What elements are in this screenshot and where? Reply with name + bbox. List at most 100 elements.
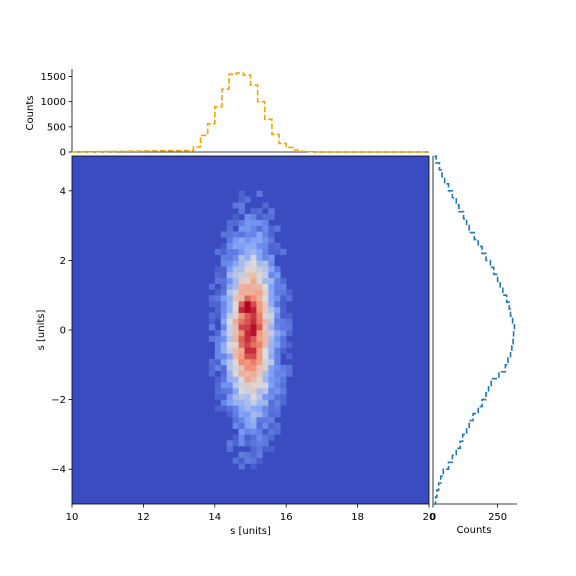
heatmap-cell [262,295,269,302]
heatmap-cell [256,399,263,406]
heatmap-cell [244,347,251,354]
heatmap-cell [256,318,263,325]
heatmap-cell [214,312,222,319]
main-x-tick-label: 12 [137,512,150,523]
main-x-axis-label: s [units] [230,526,271,537]
heatmap-cell [268,364,275,371]
heatmap-cell [232,312,239,319]
heatmap-cell [274,243,281,250]
heatmap-cell [250,451,257,458]
heatmap-cell [250,301,257,308]
heatmap-cell [220,283,227,290]
heatmap-cell [220,335,227,342]
heatmap-cell [250,318,257,325]
heatmap-cell [238,370,245,377]
heatmap-cell [214,359,222,366]
heatmap-cell [226,277,233,284]
heatmap-cell [274,324,281,331]
heatmap-cells [208,190,293,470]
heatmap-cell [244,289,251,296]
main-y-ticks: −4 −2 0 2 4 [51,186,72,476]
heatmap-cell [280,370,287,377]
heatmap-cell [256,376,263,383]
heatmap-cell [280,341,287,348]
heatmap-cell [244,341,251,348]
heatmap-cell [244,393,251,400]
heatmap-cell [232,457,239,464]
heatmap-cell [274,277,281,284]
heatmap-cell [268,347,275,354]
heatmap-cell [232,202,239,209]
heatmap-cell [220,301,227,308]
heatmap-cell [220,330,227,337]
heatmap-cell [250,225,257,232]
heatmap-cell [226,376,233,383]
heatmap-cell [262,440,269,447]
heatmap-cell [250,399,257,406]
heatmap-cell [238,196,245,203]
heatmap-cell [256,289,263,296]
heatmap-cell [250,411,257,418]
heatmap-cell [238,231,245,238]
heatmap-cell [232,382,239,389]
heatmap-cell [262,289,269,296]
heatmap-cell [238,411,245,418]
heatmap-cell [250,457,257,464]
heatmap-cell [238,347,245,354]
heatmap-cell [238,376,245,383]
heatmap-cell [250,364,257,371]
heatmap-cell [226,335,233,342]
heatmap-cell [262,260,269,267]
heatmap-cell [262,382,269,389]
heatmap-cell [268,243,275,250]
heatmap-cell [256,364,263,371]
heatmap-cell [238,353,245,360]
heatmap-cell [220,364,227,371]
heatmap-cell [280,248,287,255]
heatmap-cell [214,405,222,412]
heatmap-cell [250,208,257,215]
heatmap-cell [256,405,263,412]
heatmap-cell [262,428,269,435]
heatmap-cell [286,312,293,319]
heatmap-cell [268,353,275,360]
heatmap-cell [244,237,251,244]
heatmap-cell [220,231,227,238]
heatmap-cell [262,393,269,400]
heatmap-cell [250,214,257,221]
heatmap-cell [220,382,227,389]
heatmap-cell [250,335,257,342]
heatmap-cell [280,335,287,342]
heatmap-cell [274,388,281,395]
heatmap-cell [280,312,287,319]
heatmap-cell [250,289,257,296]
heatmap-cell [244,312,251,319]
heatmap-cell [238,335,245,342]
heatmap-cell [244,266,251,273]
heatmap-cell [226,301,233,308]
heatmap-cell [268,295,275,302]
heatmap-cell [280,382,287,389]
heatmap-cell [268,341,275,348]
heatmap-cell [244,353,251,360]
heatmap-cell [226,266,233,273]
heatmap-cell [262,272,269,279]
heatmap-cell [226,440,233,447]
heatmap-cell [220,347,227,354]
top-histogram-line [71,72,429,153]
heatmap-cell [220,306,227,313]
heatmap-cell [238,364,245,371]
heatmap-cell [214,266,222,273]
heatmap-cell [262,405,269,412]
heatmap-cell [262,330,269,337]
heatmap-cell [268,306,275,313]
top-y-tick-label: 1000 [41,97,66,108]
heatmap-cell [238,295,245,302]
heatmap-cell [280,399,287,406]
heatmap-cell [256,440,263,447]
heatmap-cell [250,237,257,244]
heatmap-cell [274,376,281,383]
heatmap-cell [244,405,251,412]
heatmap-cell [250,243,257,250]
right-histogram-line [433,155,516,505]
